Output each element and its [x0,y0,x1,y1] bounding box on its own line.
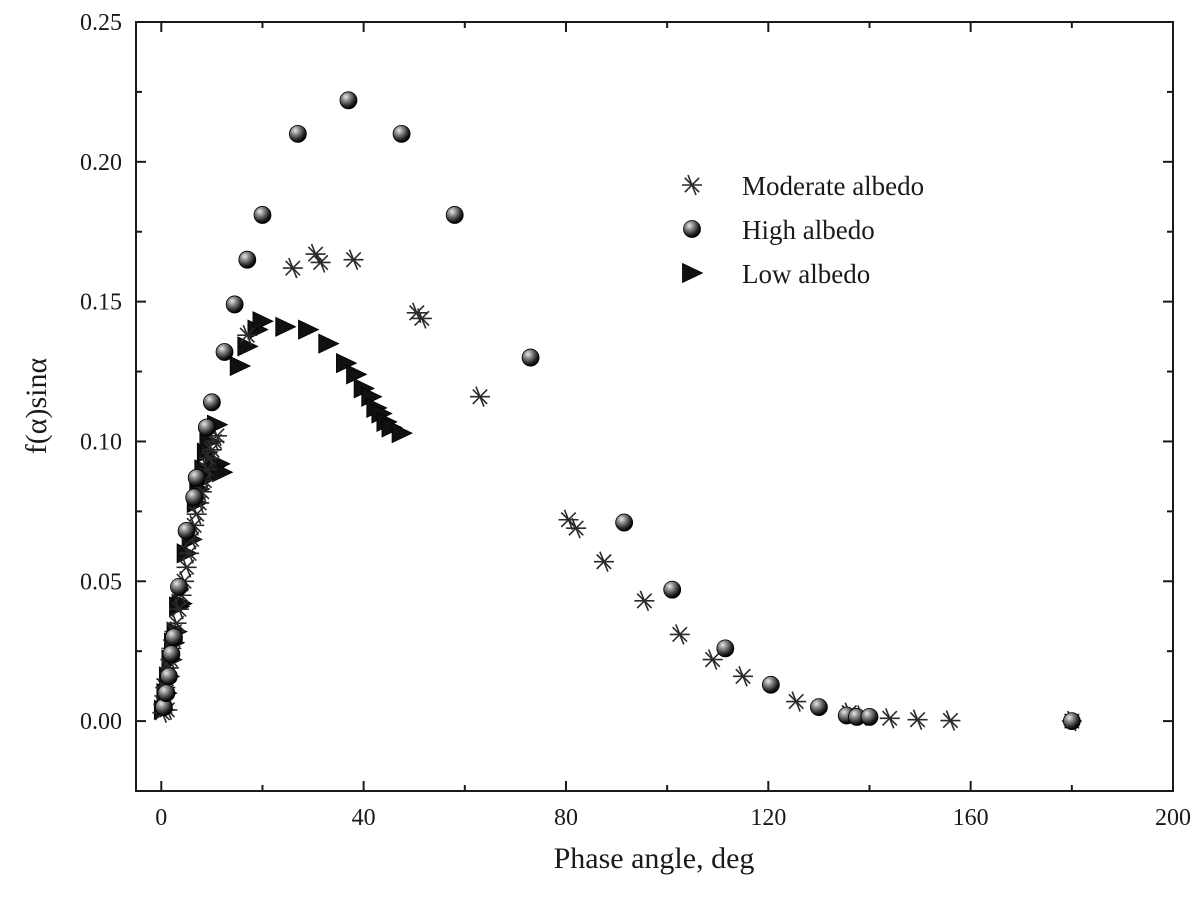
data-point [318,333,340,354]
data-point [786,691,807,712]
data-point [521,348,540,367]
series-high-albedo [154,91,1081,730]
y-tick-label: 0.15 [80,290,122,316]
data-point [237,324,258,346]
data-point [907,709,928,730]
data-point [225,295,244,314]
data-point [229,355,252,377]
series-moderate-albedo [152,243,1082,732]
x-tick-label: 200 [1155,805,1191,831]
data-point [187,468,206,487]
x-tick-label: 120 [750,805,786,831]
data-point [237,336,259,357]
data-point [215,343,234,361]
data-point [202,393,221,412]
data-point [343,249,364,270]
data-point [733,666,754,687]
series-low-albedo [153,311,413,721]
data-point [212,462,234,483]
data-point [702,649,723,670]
legend: Moderate albedo High albedo Low albedo [682,171,924,289]
data-point [252,311,274,332]
data-point [185,488,204,507]
data-point [445,206,464,224]
plot-frame [135,21,1174,792]
data-point [310,252,331,273]
data-point [288,124,307,143]
data-point [615,513,634,532]
y-tick-label: 0.20 [80,150,122,176]
data-point [634,590,655,612]
x-axis-title: Phase angle, deg [554,842,755,875]
legend-marker-circle [683,220,701,238]
data-point [157,684,176,703]
data-point [168,598,189,620]
data-point [716,639,735,658]
y-tick-label: 0.25 [80,10,122,36]
data-point [392,124,411,143]
data-point [391,422,413,444]
data-point [298,319,320,340]
data-point [176,556,197,578]
data-point [166,612,187,634]
data-point [469,386,490,408]
data-point [761,675,780,694]
data-point [179,543,200,564]
data-point [165,628,183,647]
data-point [170,577,188,596]
legend-label: High albedo [742,215,875,245]
data-point [593,551,614,572]
legend-label: Moderate albedo [742,171,924,201]
legend-label: Low albedo [742,259,870,289]
data-point [663,580,682,599]
x-tick-label: 160 [953,805,989,831]
data-point [669,624,690,645]
data-point [253,206,272,224]
y-tick-label: 0.05 [80,569,122,595]
y-axis-title: f(α)sinα [20,358,53,455]
data-point [238,250,257,269]
data-point [339,91,358,110]
data-point [346,364,368,385]
data-point [159,667,178,686]
x-tick-label: 40 [352,805,376,831]
data-point [940,710,961,731]
data-point [566,517,587,539]
data-point [282,257,303,279]
legend-marker-asterisk [682,174,702,196]
data-points [152,91,1082,732]
data-point [411,308,432,329]
data-point [879,707,900,729]
data-point [1062,712,1081,730]
y-tick-label: 0.00 [80,709,122,735]
x-tick-label: 80 [554,805,578,831]
y-tick-label: 0.10 [80,429,122,455]
data-point [860,707,879,726]
axis-ticks: 0 40 80 120 160 200 0.00 0.05 0.10 0.15 0.20 0.25 [80,10,1191,831]
data-point [810,698,828,717]
data-point [197,418,216,437]
data-point [162,645,181,663]
legend-marker-triangle-right [682,262,704,284]
data-point [177,522,196,540]
x-tick-label: 0 [155,805,167,831]
data-point [275,316,297,337]
